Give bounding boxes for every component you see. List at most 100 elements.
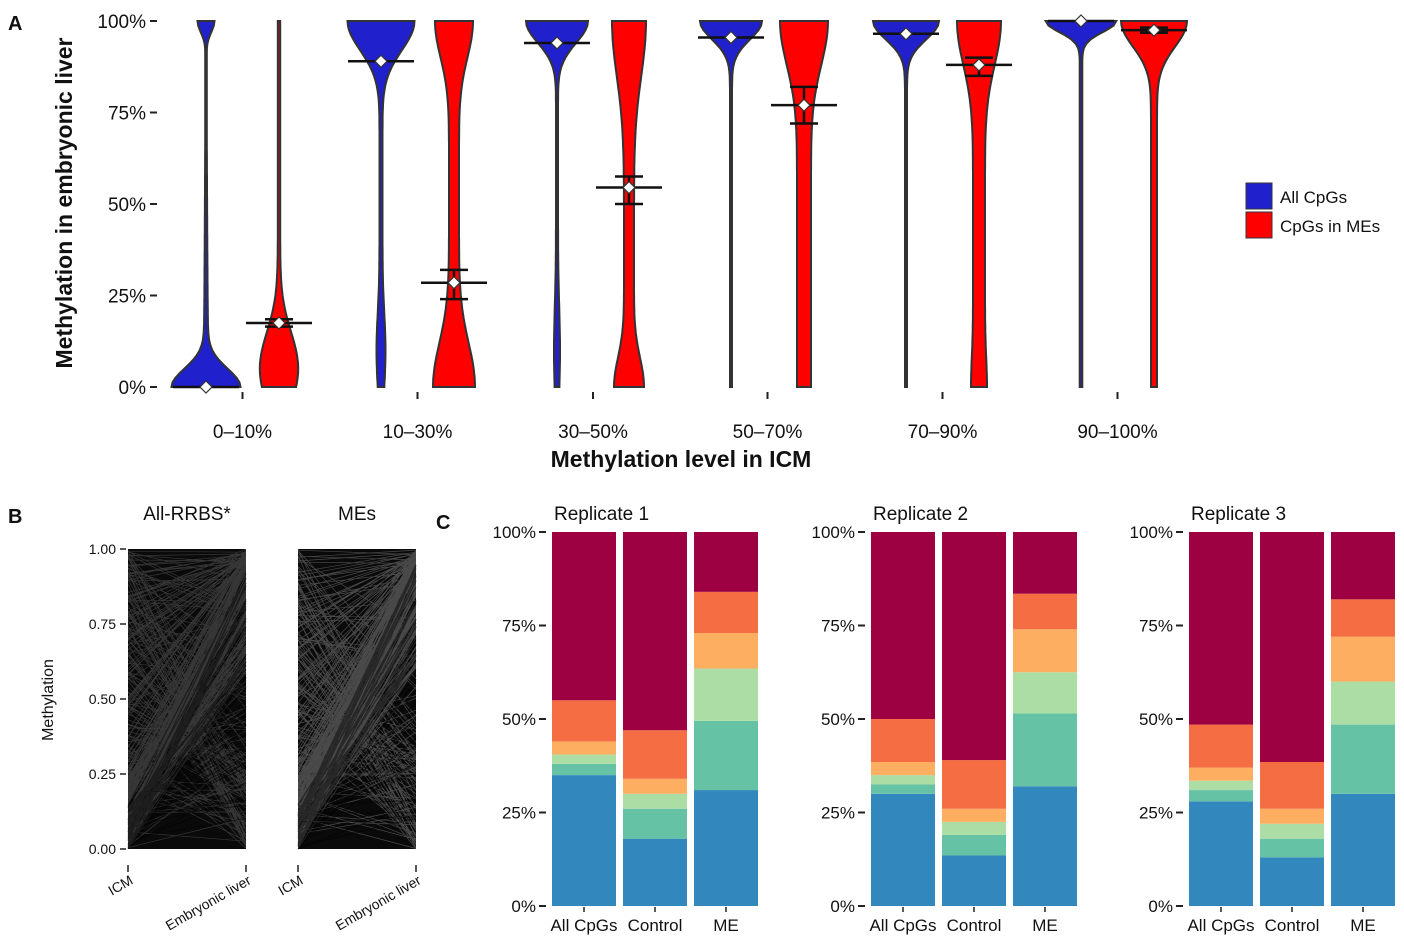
stacked-bar-segment xyxy=(871,775,935,785)
x-tick-label: Control xyxy=(1265,916,1320,935)
violin-all-cpgs xyxy=(871,20,941,388)
legend-swatch-all-cpgs xyxy=(1245,182,1273,210)
panel-a-letter: A xyxy=(8,13,22,35)
stacked-bar-segment xyxy=(942,855,1006,906)
mean-marker-all-cpgs xyxy=(550,36,564,50)
y-tick-label: 75% xyxy=(108,104,146,125)
stacked-bar-segment xyxy=(623,793,687,809)
facet-title-replicate: Replicate 3 xyxy=(1191,504,1286,525)
x-tick-label: 90–100% xyxy=(1077,422,1157,443)
violin-cpgs-in-mes xyxy=(258,20,300,388)
stacked-bar-segment xyxy=(694,668,758,721)
x-tick-label: 10–30% xyxy=(383,422,453,443)
stacked-bar-segment xyxy=(1331,793,1395,906)
x-tick-label: 30–50% xyxy=(558,422,628,443)
y-tick-label: 100% xyxy=(493,523,536,542)
y-tick-label: 75% xyxy=(1139,617,1173,636)
x-tick-label: All CpGs xyxy=(869,916,936,935)
panel-a-violin-chart: 0% 25% 50% 75% 100% 0–10% 10–30% 30–50% 50–70% 70… xyxy=(97,12,1189,443)
stacked-bar-segment xyxy=(623,730,687,779)
mean-marker-all-cpgs xyxy=(724,30,738,45)
x-tick-label-embryonic-liver: Embryonic liver xyxy=(333,872,424,934)
stacked-bar-segment xyxy=(623,532,687,731)
stacked-bar-segment xyxy=(1189,780,1253,791)
x-tick-label-embryonic-liver: Embryonic liver xyxy=(163,872,254,934)
x-tick-label: 0–10% xyxy=(213,422,272,443)
stacked-bar-segment xyxy=(1013,786,1077,906)
y-tick-label: 50% xyxy=(502,710,536,729)
x-tick-label: ME xyxy=(1350,916,1376,935)
violin-all-cpgs xyxy=(524,20,590,388)
mean-marker-cpgs-in-mes xyxy=(1147,23,1161,37)
stacked-bar-segment xyxy=(694,591,758,633)
mean-marker-all-cpgs xyxy=(374,54,388,69)
stacked-bar-segment xyxy=(552,700,616,742)
stacked-bar-segment xyxy=(1331,636,1395,682)
panel-c-stacked-bar-chart: Replicate 1 0% 25% 50% 75% 100% All CpGs Contro… xyxy=(493,504,1395,935)
y-tick-label: 75% xyxy=(821,617,855,636)
y-tick-label: 25% xyxy=(502,804,536,823)
panel-a-legend: All CpGs CpGs in MEs xyxy=(1245,182,1380,239)
facet-title-replicate: Replicate 2 xyxy=(873,504,968,525)
y-tick-label: 25% xyxy=(821,804,855,823)
facet-background xyxy=(298,549,416,849)
x-tick-label: ME xyxy=(1032,916,1058,935)
y-tick-label: 50% xyxy=(821,710,855,729)
dense-change-lines xyxy=(127,573,247,850)
x-tick-label: Control xyxy=(947,916,1002,935)
violin-all-cpgs xyxy=(698,20,764,388)
stacked-bar-segment xyxy=(1260,762,1324,809)
stacked-bar-segment xyxy=(1189,532,1253,725)
stacked-bar-segment xyxy=(623,838,687,906)
stacked-bar-segment xyxy=(1189,724,1253,768)
stacked-bar-segment xyxy=(871,784,935,794)
x-tick-label-icm: ICM xyxy=(275,872,305,899)
x-tick-label: All CpGs xyxy=(1187,916,1254,935)
mean-marker-cpgs-in-mes xyxy=(622,180,636,195)
stacked-bar-segment xyxy=(942,532,1006,761)
facet-title-replicate: Replicate 1 xyxy=(554,504,649,525)
stacked-bar-segment xyxy=(552,754,616,764)
y-tick-label: 0.00 xyxy=(89,841,116,857)
stacked-bar-segment xyxy=(694,790,758,906)
panel-b-letter: B xyxy=(8,506,22,528)
legend-label-all-cpgs: All CpGs xyxy=(1280,188,1347,207)
mean-marker-cpgs-in-mes xyxy=(972,58,986,72)
y-tick-label: 0% xyxy=(1148,897,1173,916)
stacked-bar-segment xyxy=(1189,801,1253,906)
stacked-bar-segment xyxy=(942,821,1006,835)
stacked-bar-segment xyxy=(871,532,935,719)
stacked-bar-segment xyxy=(942,760,1006,809)
stacked-bar-segment xyxy=(1260,823,1324,839)
stacked-bar-segment xyxy=(1189,767,1253,781)
violin-cpgs-in-mes xyxy=(431,20,477,388)
stacked-bar-segment xyxy=(1013,629,1077,673)
panel-b-facet-title-all-rrbs: All-RRBS* xyxy=(143,504,231,525)
y-tick-label: 50% xyxy=(108,195,146,216)
x-tick-label: All CpGs xyxy=(550,916,617,935)
stacked-bar-segment xyxy=(1013,713,1077,787)
stacked-bar-segment xyxy=(623,808,687,839)
x-tick-label: ME xyxy=(713,916,739,935)
stacked-bar-segment xyxy=(1331,724,1395,794)
x-tick-label: Control xyxy=(628,916,683,935)
stacked-bar-segment xyxy=(1331,599,1395,637)
y-tick-label: 0.25 xyxy=(89,766,116,782)
legend-label-cpgs-in-mes: CpGs in MEs xyxy=(1280,217,1380,236)
mean-marker-all-cpgs xyxy=(199,380,213,394)
x-tick-label: 50–70% xyxy=(733,422,803,443)
y-tick-label: 100% xyxy=(812,523,855,542)
stacked-bar-segment xyxy=(1260,532,1324,763)
violin-cpgs-in-mes xyxy=(955,20,1003,388)
y-tick-label: 50% xyxy=(1139,710,1173,729)
x-tick-label: 70–90% xyxy=(908,422,978,443)
y-tick-label: 25% xyxy=(108,287,146,308)
stacked-bar-segment xyxy=(871,762,935,776)
mean-marker-all-cpgs xyxy=(899,26,913,41)
stacked-bar-segment xyxy=(694,720,758,791)
y-tick-label: 0% xyxy=(511,897,536,916)
violin-all-cpgs xyxy=(346,20,416,388)
panel-a-x-axis-title: Methylation level in ICM xyxy=(551,446,812,472)
stacked-bar-segment xyxy=(1260,838,1324,858)
